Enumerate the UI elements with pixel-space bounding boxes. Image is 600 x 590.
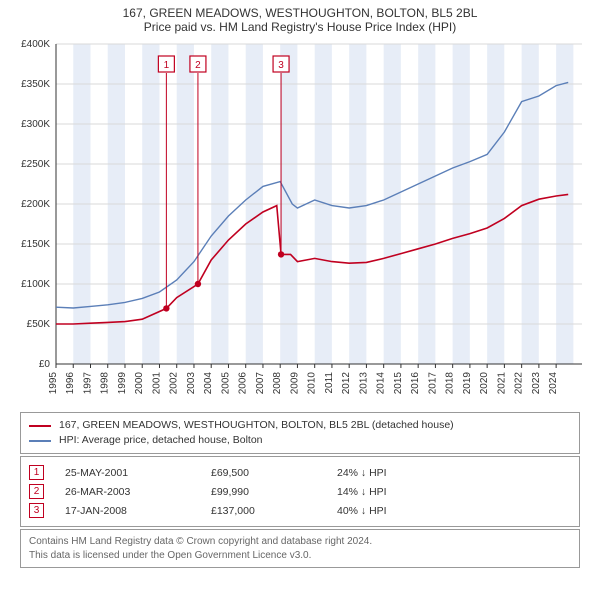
legend-swatch: [29, 440, 51, 442]
chart-title-block: 167, GREEN MEADOWS, WESTHOUGHTON, BOLTON…: [10, 6, 590, 34]
svg-text:2002: 2002: [169, 372, 180, 395]
svg-text:2024: 2024: [548, 372, 559, 395]
credits: Contains HM Land Registry data © Crown c…: [20, 529, 580, 568]
svg-text:2017: 2017: [427, 372, 438, 395]
sale-delta: 14% ↓ HPI: [337, 486, 457, 498]
sale-marker-2: 2: [29, 484, 44, 499]
svg-text:2011: 2011: [324, 372, 335, 394]
title-line-2: Price paid vs. HM Land Registry's House …: [10, 20, 590, 34]
svg-text:£0: £0: [39, 359, 51, 370]
svg-text:1998: 1998: [100, 372, 111, 395]
svg-text:1: 1: [164, 60, 170, 71]
svg-text:2010: 2010: [307, 372, 318, 395]
svg-text:2003: 2003: [186, 372, 197, 395]
sale-delta: 24% ↓ HPI: [337, 467, 457, 479]
legend: 167, GREEN MEADOWS, WESTHOUGHTON, BOLTON…: [20, 412, 580, 454]
svg-text:2020: 2020: [479, 372, 490, 395]
sale-row: 3 17-JAN-2008 £137,000 40% ↓ HPI: [29, 501, 571, 520]
credits-line-1: Contains HM Land Registry data © Crown c…: [29, 535, 571, 549]
svg-text:1999: 1999: [117, 372, 128, 395]
sale-date: 25-MAY-2001: [65, 467, 205, 479]
svg-text:2009: 2009: [289, 372, 300, 395]
legend-swatch: [29, 425, 51, 427]
svg-text:2001: 2001: [151, 372, 162, 395]
sale-date: 17-JAN-2008: [65, 505, 205, 517]
svg-text:2013: 2013: [358, 372, 369, 395]
svg-text:2019: 2019: [462, 372, 473, 395]
svg-text:£150K: £150K: [21, 239, 50, 250]
svg-text:2016: 2016: [410, 372, 421, 395]
sale-price: £99,990: [211, 486, 331, 498]
legend-label: HPI: Average price, detached house, Bolt…: [59, 433, 263, 448]
sale-price: £69,500: [211, 467, 331, 479]
svg-text:2018: 2018: [445, 372, 456, 395]
svg-text:3: 3: [278, 60, 284, 71]
svg-text:2006: 2006: [238, 372, 249, 395]
sale-date: 26-MAR-2003: [65, 486, 205, 498]
sale-point-1: [163, 305, 169, 311]
sale-marker-3: 3: [29, 503, 44, 518]
svg-text:1995: 1995: [48, 372, 59, 395]
svg-text:2021: 2021: [496, 372, 507, 395]
sale-row: 1 25-MAY-2001 £69,500 24% ↓ HPI: [29, 463, 571, 482]
legend-row-0: 167, GREEN MEADOWS, WESTHOUGHTON, BOLTON…: [29, 418, 571, 433]
svg-text:£100K: £100K: [21, 279, 50, 290]
legend-label: 167, GREEN MEADOWS, WESTHOUGHTON, BOLTON…: [59, 418, 454, 433]
title-line-1: 167, GREEN MEADOWS, WESTHOUGHTON, BOLTON…: [10, 6, 590, 20]
chart-svg: £0 £50K £100K £150K £200K £250K £300K £350K £400…: [10, 38, 590, 408]
sale-point-2: [195, 281, 201, 287]
sale-point-3: [278, 251, 284, 257]
svg-text:2014: 2014: [376, 372, 387, 395]
svg-text:2008: 2008: [272, 372, 283, 395]
svg-text:1997: 1997: [82, 372, 93, 395]
sale-delta: 40% ↓ HPI: [337, 505, 457, 517]
svg-text:£250K: £250K: [21, 159, 50, 170]
svg-text:2: 2: [195, 60, 201, 71]
sale-row: 2 26-MAR-2003 £99,990 14% ↓ HPI: [29, 482, 571, 501]
svg-text:2000: 2000: [134, 372, 145, 395]
sale-marker-1: 1: [29, 465, 44, 480]
svg-text:2004: 2004: [203, 372, 214, 395]
sale-price: £137,000: [211, 505, 331, 517]
svg-text:£50K: £50K: [27, 319, 51, 330]
svg-text:2023: 2023: [531, 372, 542, 395]
svg-text:£200K: £200K: [21, 199, 50, 210]
svg-text:£350K: £350K: [21, 79, 50, 90]
chart: £0 £50K £100K £150K £200K £250K £300K £350K £400…: [10, 38, 590, 408]
svg-text:2012: 2012: [341, 372, 352, 395]
svg-text:£400K: £400K: [21, 39, 50, 50]
svg-text:£300K: £300K: [21, 119, 50, 130]
legend-row-1: HPI: Average price, detached house, Bolt…: [29, 433, 571, 448]
svg-text:1996: 1996: [65, 372, 76, 395]
svg-text:2005: 2005: [220, 372, 231, 395]
svg-text:2015: 2015: [393, 372, 404, 395]
credits-line-2: This data is licensed under the Open Gov…: [29, 549, 571, 563]
svg-text:2022: 2022: [514, 372, 525, 395]
svg-text:2007: 2007: [255, 372, 266, 395]
sales-table: 1 25-MAY-2001 £69,500 24% ↓ HPI 2 26-MAR-2003…: [20, 456, 580, 527]
